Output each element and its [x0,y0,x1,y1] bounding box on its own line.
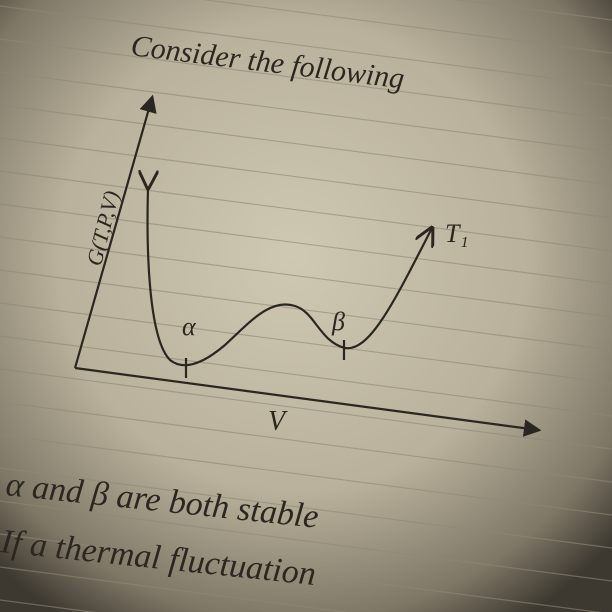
ruled-line [0,434,612,516]
ruled-line [0,368,612,450]
x-axis [74,366,542,437]
x-axis-label: V [268,406,288,437]
ruled-line [0,38,612,120]
ruled-line [0,269,612,351]
ruled-line [0,500,612,582]
y-axis [73,94,157,369]
ruled-line [0,71,612,153]
ruled-line [0,533,602,612]
ruled-line [0,236,612,318]
beta-label: β [331,307,345,336]
diagram [73,94,542,437]
alpha-label: α [182,312,197,341]
ruled-line [0,401,612,483]
ruled-line [0,467,612,549]
ruled-line [0,104,612,186]
ruled-line [0,302,612,384]
ruled-line [0,566,349,612]
ruled-line [0,5,612,87]
curve-label: T₁ [445,219,469,248]
ruled-line [201,0,612,54]
curve [148,188,432,367]
ruled-line [0,335,612,417]
ruled-line [454,0,612,21]
